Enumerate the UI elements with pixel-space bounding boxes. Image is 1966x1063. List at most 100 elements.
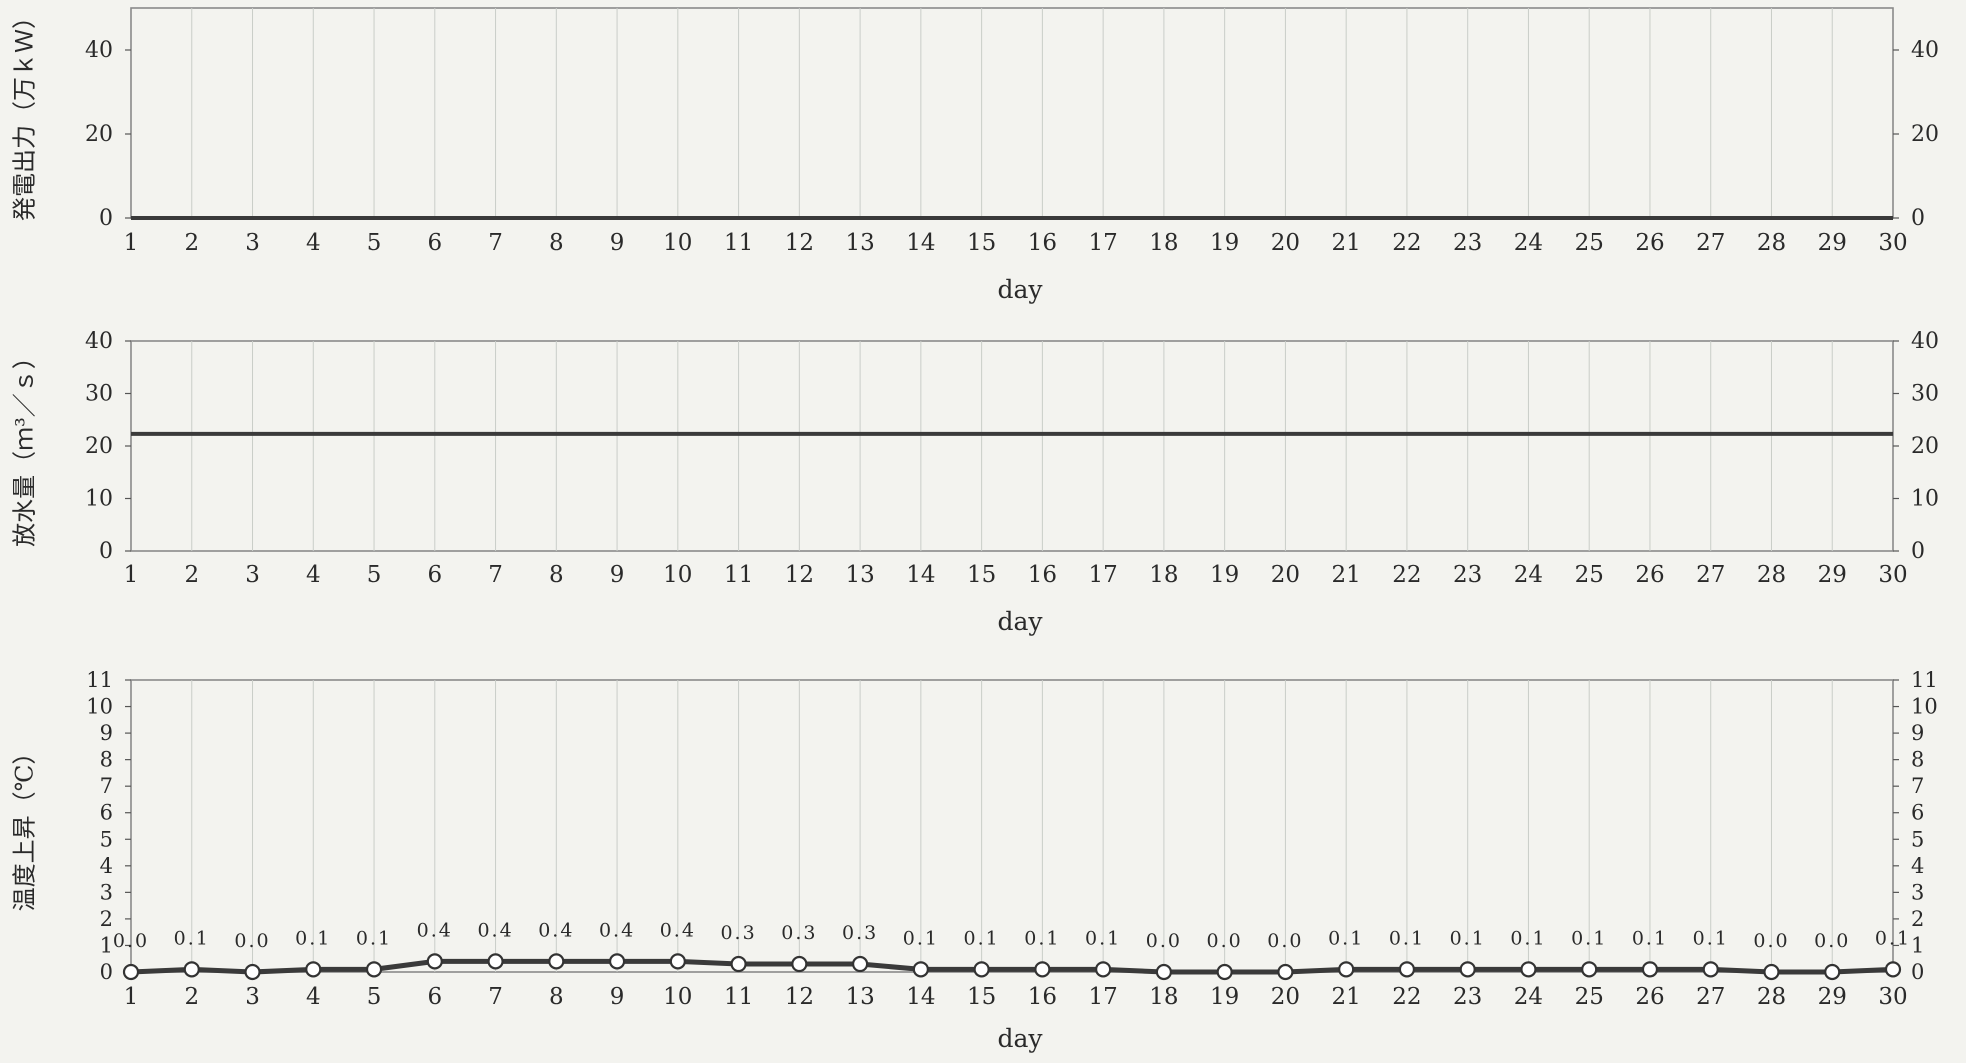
x-tick-label: 5 — [367, 984, 382, 1010]
data-label: 0.3 — [720, 922, 756, 944]
data-label: 0.1 — [964, 927, 1000, 949]
x-tick-label: 17 — [1088, 230, 1117, 256]
y-tick-label-left: 30 — [85, 382, 113, 407]
x-tick-label: 14 — [906, 984, 935, 1010]
data-point — [122, 963, 140, 981]
y-tick-label-right: 6 — [1911, 801, 1924, 825]
data-point — [1763, 963, 1780, 981]
plot-frame — [130, 7, 1894, 219]
x-tick-label: 6 — [427, 562, 442, 588]
x-tick-label: 29 — [1818, 984, 1847, 1010]
x-tick-label: 30 — [1878, 230, 1907, 256]
data-label: 0.3 — [781, 922, 817, 944]
data-point — [1095, 961, 1112, 978]
y-tick-label-left: 10 — [86, 695, 113, 719]
x-tick-label: 26 — [1635, 984, 1664, 1010]
x-tick-label: 2 — [184, 984, 199, 1010]
data-point — [1459, 961, 1476, 978]
x-tick-label: 30 — [1878, 984, 1907, 1010]
x-tick-label: 8 — [549, 230, 564, 256]
x-tick-label: 15 — [967, 984, 996, 1010]
y-tick-label-right: 5 — [1911, 827, 1924, 851]
x-tick-label: 25 — [1575, 230, 1604, 256]
x-tick-label: 28 — [1757, 984, 1786, 1010]
data-label: 0.1 — [1085, 927, 1121, 949]
y-axis-label: 温度上昇（℃） — [11, 741, 39, 912]
data-point — [244, 963, 261, 981]
x-tick-label: 17 — [1088, 562, 1117, 588]
x-tick-label: 23 — [1453, 984, 1482, 1010]
x-tick-label: 11 — [724, 984, 753, 1010]
y-tick-label-left: 10 — [85, 487, 113, 512]
x-tick-label: 20 — [1271, 984, 1300, 1010]
y-tick-label-left: 6 — [100, 801, 113, 825]
x-tick-label: 20 — [1271, 230, 1300, 256]
x-tick-label: 22 — [1392, 562, 1421, 588]
x-axis-label: day — [997, 275, 1043, 304]
data-label: 0.4 — [417, 919, 453, 941]
data-point — [183, 961, 200, 978]
x-axis-label: day — [997, 607, 1043, 636]
x-tick-label: 26 — [1635, 562, 1664, 588]
x-tick-label: 21 — [1332, 984, 1361, 1010]
x-tick-label: 12 — [785, 984, 814, 1010]
x-tick-label: 24 — [1514, 562, 1543, 588]
data-label: 0.1 — [1389, 927, 1425, 949]
data-label: 0.1 — [295, 927, 331, 949]
x-tick-label: 1 — [124, 562, 139, 588]
data-point — [548, 953, 565, 970]
x-tick-label: 21 — [1332, 562, 1361, 588]
x-tick-label: 7 — [488, 984, 503, 1010]
y-tick-label-right: 40 — [1911, 329, 1939, 354]
y-tick-label-right: 11 — [1911, 668, 1938, 692]
data-point — [1520, 961, 1537, 978]
data-label: 0.1 — [1571, 927, 1607, 949]
y-tick-label-right: 40 — [1911, 38, 1939, 63]
x-tick-label: 29 — [1818, 230, 1847, 256]
x-tick-label: 9 — [610, 562, 625, 588]
x-tick-label: 6 — [427, 230, 442, 256]
data-label: 0.1 — [356, 927, 392, 949]
x-tick-label: 5 — [367, 562, 382, 588]
y-tick-label-left: 2 — [100, 907, 113, 931]
y-tick-label-right: 20 — [1911, 434, 1939, 459]
y-tick-label-right: 30 — [1911, 382, 1939, 407]
data-label: 0.0 — [1207, 930, 1243, 952]
data-point — [1216, 963, 1233, 981]
y-tick-label-right: 2 — [1911, 907, 1924, 931]
y-tick-label-left: 8 — [100, 748, 113, 772]
x-tick-label: 22 — [1392, 984, 1421, 1010]
data-label: 0.1 — [1693, 927, 1729, 949]
data-point — [1338, 961, 1355, 978]
x-tick-label: 12 — [785, 562, 814, 588]
plot-frame — [130, 340, 1894, 552]
x-tick-label: 8 — [549, 984, 564, 1010]
x-tick-label: 18 — [1149, 230, 1178, 256]
data-label: 0.4 — [477, 919, 513, 941]
x-tick-label: 16 — [1028, 562, 1057, 588]
x-tick-label: 11 — [724, 562, 753, 588]
y-tick-label-right: 20 — [1911, 122, 1939, 147]
x-tick-label: 10 — [663, 230, 692, 256]
data-point — [730, 955, 747, 973]
y-tick-label-left: 20 — [85, 434, 113, 459]
y-tick-label-right: 0 — [1911, 960, 1924, 984]
x-tick-label: 9 — [610, 230, 625, 256]
y-axis-label: 放水量（ｍ³／ｓ） — [11, 345, 39, 547]
x-tick-label: 25 — [1575, 562, 1604, 588]
x-tick-label: 23 — [1453, 230, 1482, 256]
data-point — [791, 955, 808, 973]
plot-frame — [130, 679, 1894, 973]
data-label: 0.0 — [1146, 930, 1182, 952]
series-line — [130, 958, 1894, 975]
y-tick-label-right: 10 — [1911, 695, 1938, 719]
data-point — [305, 961, 322, 978]
x-tick-label: 21 — [1332, 230, 1361, 256]
y-tick-label-left: 3 — [100, 880, 113, 904]
y-tick-label-left: 40 — [85, 38, 113, 63]
x-tick-label: 3 — [245, 984, 260, 1010]
data-label: 0.1 — [1875, 927, 1911, 949]
